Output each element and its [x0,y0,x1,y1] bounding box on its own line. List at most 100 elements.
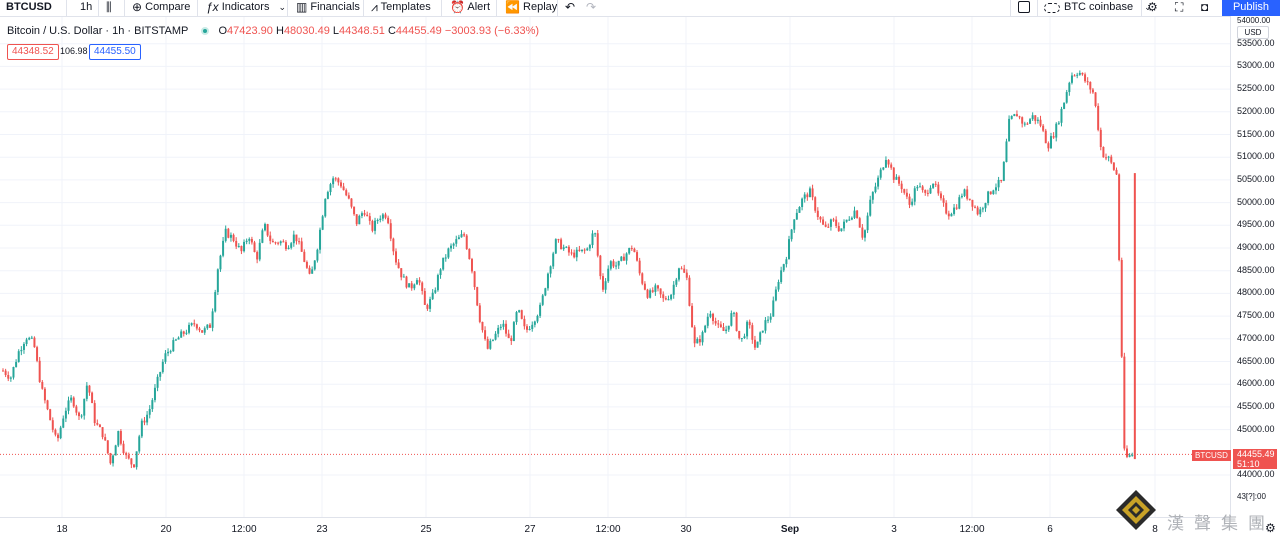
candle-body [106,440,109,454]
layout-name-button[interactable]: BTC coinbase ⌄ [1044,0,1152,16]
candle-body [1081,72,1084,75]
publish-button[interactable]: Publish [1222,0,1280,16]
price-tick-label: 53000.00 [1237,60,1275,71]
candle-body [282,241,285,243]
candle-body [224,228,227,241]
toolbar-divider [287,0,288,16]
time-axis[interactable] [0,517,1230,540]
candle-body [560,239,563,250]
candle-body [15,361,18,368]
alert-button[interactable]: ⏰ Alert [450,0,490,16]
candle-body [379,218,382,221]
candle-body [133,464,135,468]
candle-body [850,217,853,220]
candle-body [575,249,578,258]
candle-body [727,325,730,330]
interval-button[interactable]: 1h [80,1,93,13]
chart-type-button[interactable]: ⫼ [106,0,112,16]
candle-body [505,323,508,334]
candle-body [77,412,80,417]
candle-body [546,273,549,289]
candle-body [732,312,735,314]
candle-body [491,339,494,341]
candle-body [782,264,785,271]
candle-body [879,169,882,178]
candle-body [167,351,170,354]
templates-icon: ⩘ [371,0,378,14]
candle-body [295,234,298,242]
snapshot-button[interactable]: ◘ [1201,0,1208,16]
candle-body [735,312,738,331]
symbol-description[interactable]: Bitcoin / U.S. Dollar · 1h · BITSTAMP [7,25,189,38]
candle-body [258,242,261,260]
candle-body [706,316,709,326]
sell-button[interactable]: 44348.52 [7,44,59,60]
candle-body [1008,118,1011,142]
candle-body [1005,141,1008,162]
fullscreen-button[interactable]: ⛶ [1175,0,1183,16]
candle-body [1063,102,1066,109]
candle-body [664,298,667,300]
toolbar-divider [66,0,67,16]
candle-body [1131,454,1134,456]
candle-body [269,235,272,241]
candle-body [381,214,384,219]
candle-body [413,284,416,289]
price-tick-label: 52500.00 [1237,83,1275,94]
candle-body [816,210,819,218]
candle-body [1052,136,1055,138]
price-scale[interactable] [1230,16,1280,517]
toolbar-divider [363,0,364,16]
candle-body [738,330,741,339]
price-tick-label: 45000.00 [1237,423,1275,434]
candle-body [1094,92,1097,106]
candle-body [520,310,523,319]
candle-body [890,164,893,168]
candle-body [300,241,303,252]
candle-body [604,281,607,290]
currency-selector[interactable]: USD [1237,26,1269,39]
candle-body [884,159,887,168]
templates-button[interactable]: ⩘ Templates [371,0,431,16]
candle-body [942,198,945,203]
low-label: L [332,25,340,38]
candle-body [216,269,219,293]
symbol-search-button[interactable]: BTCUSD [6,1,52,13]
price-tick-label: 50000.00 [1237,196,1275,207]
replay-button[interactable]: ⏪ Replay [505,0,557,16]
candle-body [924,190,927,193]
candle-body [1057,122,1060,124]
candle-body [284,242,287,250]
axis-settings-icon[interactable]: ⚙ [1265,521,1276,535]
layout-checkbox[interactable] [1018,0,1030,16]
candle-body [206,324,209,329]
candle-body [843,221,846,229]
candle-body [271,240,274,243]
redo-button[interactable]: ↷ [586,0,596,16]
candle-body [148,409,151,415]
settings-button[interactable]: ⚙ [1147,0,1158,16]
financials-button[interactable]: ▥ Financials [296,0,360,16]
candle-body [1107,156,1110,158]
candle-body [518,310,521,313]
candle-body [1044,130,1047,144]
candle-body [4,370,7,375]
candle-body [950,213,953,217]
candle-body [581,249,584,252]
undo-button[interactable]: ↶ [565,0,575,16]
indicators-button[interactable]: ƒx Indicators ⌄ [206,0,286,16]
buy-button[interactable]: 44455.50 [89,44,141,60]
close-value: 44455.49 [395,25,442,38]
candle-body [452,243,455,246]
price-chart[interactable] [0,17,1230,517]
candle-body [599,255,602,277]
ohlc-values: O47423.90 H48030.49 L44348.51 C44455.49 … [218,25,539,37]
candle-body [9,377,12,379]
candle-body [476,287,479,306]
compare-button[interactable]: ⊕ Compare [132,0,190,16]
candle-body [12,367,15,378]
candle-body [905,192,908,197]
candle-body [601,276,604,290]
candle-body [1091,89,1094,93]
candle-body [659,288,662,295]
